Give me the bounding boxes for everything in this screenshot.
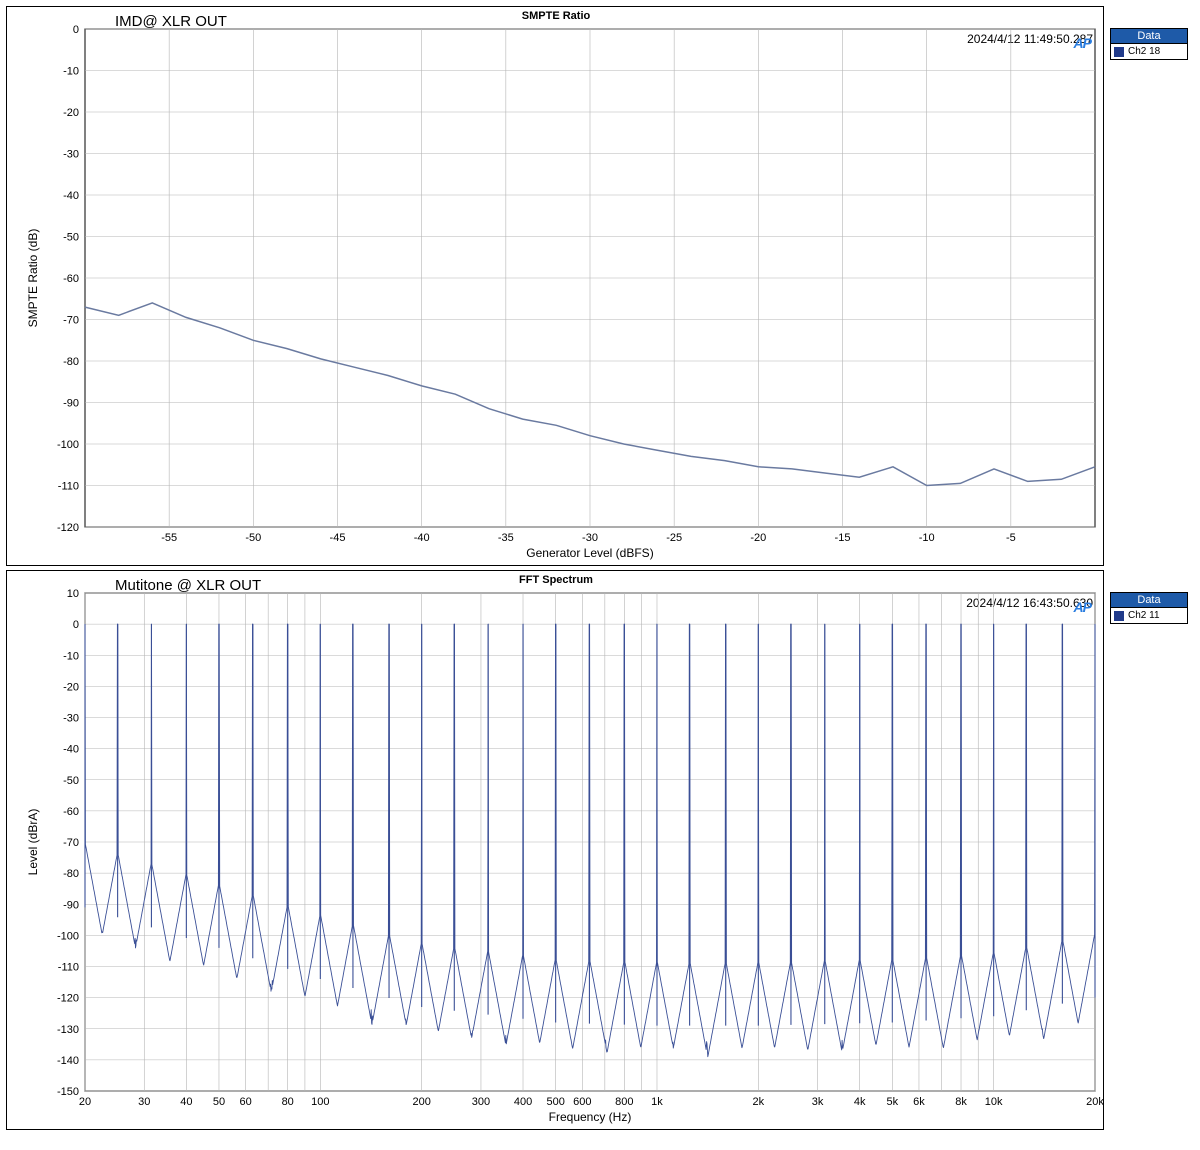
svg-text:30: 30 <box>138 1096 150 1108</box>
svg-text:-20: -20 <box>63 681 79 693</box>
svg-text:-50: -50 <box>245 532 261 544</box>
svg-text:5k: 5k <box>886 1096 898 1108</box>
legend-fft: Data Ch2 11 <box>1110 592 1188 624</box>
svg-text:-35: -35 <box>498 532 514 544</box>
svg-text:-120: -120 <box>57 522 79 534</box>
svg-text:-110: -110 <box>58 962 79 974</box>
svg-text:2024/4/12 11:49:50.287: 2024/4/12 11:49:50.287 <box>967 32 1093 46</box>
svg-text:-100: -100 <box>57 439 79 451</box>
svg-text:1k: 1k <box>651 1096 663 1108</box>
svg-text:2k: 2k <box>753 1096 765 1108</box>
svg-text:-20: -20 <box>750 532 766 544</box>
svg-text:-5: -5 <box>1006 532 1016 544</box>
svg-text:-50: -50 <box>63 232 79 244</box>
svg-text:Mutitone @ XLR OUT: Mutitone @ XLR OUT <box>115 577 261 594</box>
svg-text:20k: 20k <box>1086 1096 1104 1108</box>
legend-item: Ch2 18 <box>1110 44 1188 60</box>
svg-text:FFT Spectrum: FFT Spectrum <box>519 574 593 586</box>
svg-text:SMPTE Ratio (dB): SMPTE Ratio (dB) <box>26 229 40 328</box>
svg-text:60: 60 <box>240 1096 252 1108</box>
svg-text:40: 40 <box>180 1096 192 1108</box>
svg-text:-55: -55 <box>161 532 177 544</box>
svg-text:50: 50 <box>213 1096 225 1108</box>
svg-text:-50: -50 <box>63 775 79 787</box>
svg-text:-10: -10 <box>919 532 935 544</box>
svg-text:-70: -70 <box>63 315 79 327</box>
legend-item: Ch2 11 <box>1110 608 1188 624</box>
svg-text:SMPTE Ratio: SMPTE Ratio <box>522 10 591 22</box>
svg-text:Level (dBrA): Level (dBrA) <box>26 809 40 876</box>
legend-item-label: Ch2 11 <box>1128 610 1160 621</box>
svg-text:4k: 4k <box>854 1096 866 1108</box>
svg-text:-40: -40 <box>63 744 79 756</box>
svg-text:0: 0 <box>73 24 79 36</box>
svg-text:-40: -40 <box>63 190 79 202</box>
chart-frame-fft: FFT Spectrum Mutitone @ XLR OUT 2024/4/12 … <box>6 570 1104 1130</box>
svg-text:-20: -20 <box>63 107 79 119</box>
svg-text:8k: 8k <box>955 1096 967 1108</box>
svg-text:400: 400 <box>514 1096 532 1108</box>
svg-text:-10: -10 <box>63 66 79 78</box>
svg-text:-30: -30 <box>63 149 79 161</box>
svg-text:0: 0 <box>73 619 79 631</box>
svg-text:-60: -60 <box>63 806 79 818</box>
svg-text:200: 200 <box>412 1096 430 1108</box>
svg-text:800: 800 <box>615 1096 633 1108</box>
svg-text:20: 20 <box>79 1096 91 1108</box>
chart-svg-smpte: SMPTE Ratio IMD@ XLR OUT 2024/4/12 11:49:5… <box>7 7 1105 567</box>
legend-smpte: Data Ch2 18 <box>1110 28 1188 60</box>
legend-swatch-icon <box>1114 47 1124 57</box>
legend-swatch-icon <box>1114 611 1124 621</box>
svg-text:100: 100 <box>311 1096 329 1108</box>
svg-text:2024/4/12 16:43:50.630: 2024/4/12 16:43:50.630 <box>966 596 1093 610</box>
svg-text:500: 500 <box>546 1096 564 1108</box>
legend-item-label: Ch2 18 <box>1128 46 1160 57</box>
svg-text:-60: -60 <box>63 273 79 285</box>
svg-text:10k: 10k <box>985 1096 1003 1108</box>
svg-text:-10: -10 <box>63 650 79 662</box>
svg-text:-25: -25 <box>666 532 682 544</box>
svg-text:3k: 3k <box>812 1096 824 1108</box>
svg-text:6k: 6k <box>913 1096 925 1108</box>
svg-text:-70: -70 <box>63 837 79 849</box>
svg-text:-90: -90 <box>63 899 79 911</box>
svg-text:-150: -150 <box>57 1086 79 1098</box>
svg-text:10: 10 <box>67 588 79 600</box>
chart-svg-fft: FFT Spectrum Mutitone @ XLR OUT 2024/4/12 … <box>7 571 1105 1131</box>
svg-text:-120: -120 <box>57 993 79 1005</box>
svg-text:-30: -30 <box>582 532 598 544</box>
svg-text:-110: -110 <box>58 481 79 493</box>
svg-text:80: 80 <box>282 1096 294 1108</box>
panel-smpte: SMPTE Ratio IMD@ XLR OUT 2024/4/12 11:49:5… <box>6 6 1194 566</box>
chart-frame-smpte: SMPTE Ratio IMD@ XLR OUT 2024/4/12 11:49:5… <box>6 6 1104 566</box>
svg-text:-130: -130 <box>57 1024 79 1036</box>
svg-text:-100: -100 <box>57 930 79 942</box>
svg-text:-80: -80 <box>63 356 79 368</box>
svg-text:Generator Level (dBFS): Generator Level (dBFS) <box>526 546 653 560</box>
panel-fft: FFT Spectrum Mutitone @ XLR OUT 2024/4/12 … <box>6 570 1194 1130</box>
svg-text:Frequency (Hz): Frequency (Hz) <box>549 1110 632 1124</box>
svg-text:IMD@ XLR OUT: IMD@ XLR OUT <box>115 13 227 30</box>
svg-text:600: 600 <box>573 1096 591 1108</box>
svg-text:-15: -15 <box>835 532 851 544</box>
legend-header: Data <box>1110 592 1188 608</box>
svg-text:-30: -30 <box>63 713 79 725</box>
svg-text:-45: -45 <box>330 532 346 544</box>
svg-text:-140: -140 <box>57 1055 79 1067</box>
svg-text:-40: -40 <box>414 532 430 544</box>
svg-text:-80: -80 <box>63 868 79 880</box>
legend-header: Data <box>1110 28 1188 44</box>
svg-text:300: 300 <box>472 1096 490 1108</box>
svg-text:-90: -90 <box>63 398 79 410</box>
